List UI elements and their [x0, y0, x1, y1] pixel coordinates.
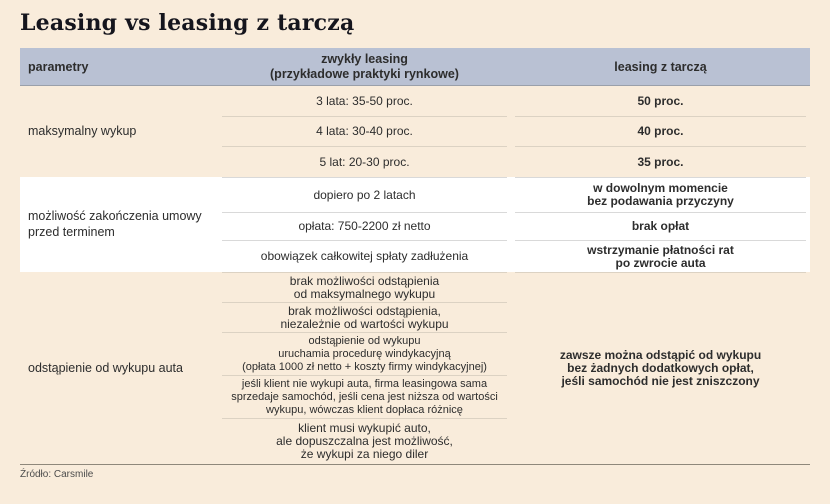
standard-cell: jeśli klient nie wykupi auta, firma leas… [222, 375, 507, 418]
shield-leasing-column: w dowolnym momencie bez podawania przycz… [511, 177, 810, 272]
standard-cell: 5 lat: 20-30 proc. [222, 146, 507, 177]
source-note: Źródło: Carsmile [20, 469, 94, 481]
section-buyout-withdrawal: odstąpienie od wykupu auta brak możliwoś… [20, 272, 810, 464]
shield-cell: w dowolnym momencie bez podawania przycz… [515, 177, 806, 212]
table-header-row: parametry zwykły leasing (przykładowe pr… [20, 48, 810, 87]
standard-cell: 4 lata: 30-40 proc. [222, 116, 507, 146]
standard-cell: obowiązek całkowitej spłaty zadłużenia [222, 240, 507, 272]
standard-leasing-column: 3 lata: 35-50 proc. 4 lata: 30-40 proc. … [218, 86, 511, 177]
standard-cell: opłata: 750-2200 zł netto [222, 212, 507, 240]
shield-cell: 50 proc. [637, 93, 684, 108]
standard-cell: brak możliwości odstąpienia, niezależnie… [222, 302, 507, 332]
header-parametry: parametry [28, 59, 89, 74]
shield-leasing-column: zawsze można odstąpić od wykupu bez żadn… [511, 272, 810, 464]
row-label-maximum-buyout: maksymalny wykup [28, 124, 137, 139]
shield-cell: brak opłat [515, 212, 806, 240]
section-early-termination: możliwość zakończenia umowy przed termin… [20, 177, 810, 273]
standard-cell: brak możliwości odstąpienia od maksymaln… [222, 272, 507, 302]
shield-leasing-column: 50 proc. 40 proc. 35 proc. [511, 86, 810, 177]
shield-merged-cell: zawsze można odstąpić od wykupu bez żadn… [515, 272, 806, 464]
comparison-table: parametry zwykły leasing (przykładowe pr… [20, 48, 810, 466]
standard-cell: 3 lata: 35-50 proc. [316, 93, 413, 108]
standard-leasing-column: dopiero po 2 latach opłata: 750-2200 zł … [218, 177, 511, 272]
page-title: Leasing vs leasing z tarczą [20, 10, 355, 36]
shield-cell: wstrzymanie płatności rat po zwrocie aut… [515, 240, 806, 272]
shield-cell: 40 proc. [515, 116, 806, 146]
infographic-page: Leasing vs leasing z tarczą parametry zw… [20, 10, 810, 481]
standard-cell: odstąpienie od wykupu uruchamia procedur… [222, 332, 507, 375]
shield-cell: 35 proc. [515, 146, 806, 177]
row-label-early-termination: możliwość zakończenia umowy przed termin… [28, 209, 202, 239]
standard-leasing-column: brak możliwości odstąpienia od maksymaln… [218, 272, 511, 464]
row-label-buyout-withdrawal: odstąpienie od wykupu auta [28, 360, 183, 375]
header-shield-leasing: leasing z tarczą [614, 59, 707, 74]
header-standard-leasing: zwykły leasing (przykładowe praktyki ryn… [270, 52, 459, 81]
section-maximum-buyout: maksymalny wykup 3 lata: 35-50 proc. 4 l… [20, 86, 810, 177]
standard-cell: dopiero po 2 latach [222, 177, 507, 212]
standard-cell: klient musi wykupić auto, ale dopuszczal… [222, 418, 507, 464]
